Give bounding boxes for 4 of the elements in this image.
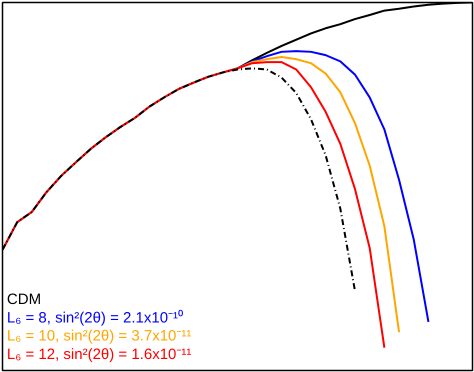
text: CDM — [6, 290, 42, 308]
text: L₆ = 12, sin²(2θ) = 1.6x10⁻¹¹ — [6, 346, 192, 364]
text: L₆ = 8, sin²(2θ) = 2.1x10⁻¹⁰ — [6, 309, 184, 326]
text: L₆ = 10, sin²(2θ) = 3.7x10⁻¹¹ — [6, 328, 192, 345]
